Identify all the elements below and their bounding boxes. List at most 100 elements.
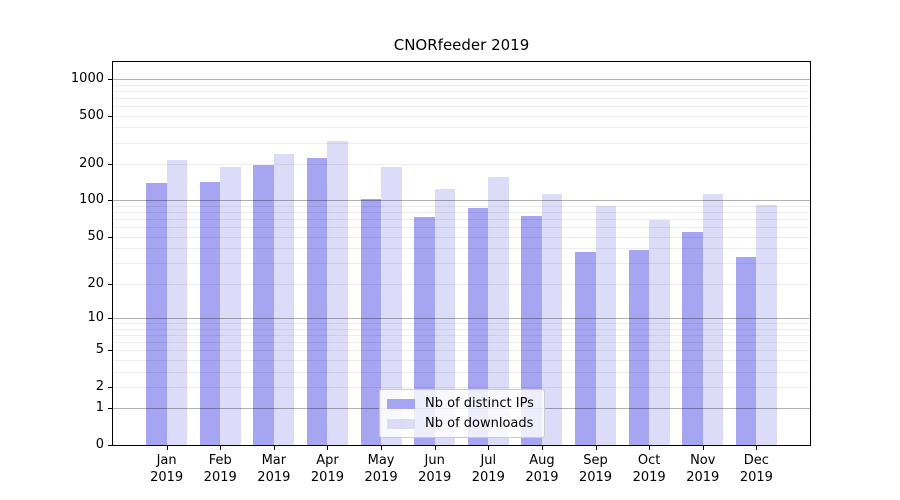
y-tick-label: 10 bbox=[87, 309, 104, 325]
gridline-major bbox=[113, 200, 810, 202]
plot-area bbox=[112, 61, 811, 446]
x-tick bbox=[541, 446, 543, 450]
bar-downloads bbox=[649, 219, 670, 445]
x-tick-label: May 2019 bbox=[364, 453, 398, 485]
y-tick-label: 500 bbox=[79, 107, 104, 123]
x-tick-label: Aug 2019 bbox=[525, 453, 559, 485]
y-tick-label: 2 bbox=[95, 378, 104, 394]
bar-distinct-ips bbox=[414, 216, 435, 445]
gridline-minor bbox=[113, 323, 810, 324]
y-tick bbox=[108, 164, 112, 165]
bar-distinct-ips bbox=[199, 182, 221, 445]
gridline-major bbox=[113, 78, 810, 80]
x-tick-label: Apr 2019 bbox=[310, 453, 344, 485]
bar-distinct-ips bbox=[521, 215, 542, 445]
gridline-minor bbox=[113, 142, 810, 144]
x-tick-label: Jun 2019 bbox=[418, 453, 452, 485]
gridline-minor bbox=[113, 371, 810, 373]
y-tick bbox=[108, 283, 112, 285]
bar-downloads bbox=[595, 205, 617, 445]
gridline-minor bbox=[113, 248, 810, 250]
x-tick bbox=[649, 446, 651, 450]
y-tick-label: 1 bbox=[95, 400, 104, 416]
gridline-minor bbox=[113, 219, 810, 221]
bar-downloads bbox=[273, 153, 295, 445]
x-tick-label: Jan 2019 bbox=[150, 453, 184, 485]
y-tick-label: 5 bbox=[95, 342, 104, 358]
gridline-minor bbox=[113, 212, 810, 214]
gridline-minor bbox=[113, 386, 810, 388]
x-tick-label: Nov 2019 bbox=[686, 453, 720, 485]
gridline-minor bbox=[113, 283, 810, 285]
legend-label-downloads: Nb of downloads bbox=[425, 416, 534, 431]
gridline-minor bbox=[113, 263, 810, 265]
y-tick bbox=[108, 445, 112, 446]
gridline-minor bbox=[113, 334, 810, 336]
x-tick bbox=[434, 446, 436, 450]
y-tick bbox=[108, 408, 112, 410]
y-tick bbox=[108, 115, 112, 117]
y-tick bbox=[108, 350, 112, 352]
x-tick-label: Mar 2019 bbox=[257, 453, 291, 485]
bar-distinct-ips bbox=[467, 208, 489, 445]
x-tick-label: Dec 2019 bbox=[739, 453, 773, 485]
x-tick bbox=[756, 446, 758, 450]
y-tick bbox=[108, 200, 112, 202]
gridline-minor bbox=[113, 328, 810, 330]
x-tick bbox=[702, 446, 704, 450]
x-tick bbox=[488, 446, 490, 450]
gridline-minor bbox=[113, 164, 810, 165]
bar-distinct-ips bbox=[735, 256, 757, 445]
y-tick bbox=[108, 386, 112, 388]
gridline-major bbox=[113, 317, 810, 319]
legend-item-downloads: Nb of downloads bbox=[387, 416, 544, 431]
gridline-minor bbox=[113, 227, 810, 229]
bar-distinct-ips bbox=[575, 252, 596, 445]
legend-swatch-downloads bbox=[387, 418, 415, 429]
gridline-minor bbox=[113, 84, 810, 86]
x-tick bbox=[327, 446, 329, 450]
y-tick-label: 50 bbox=[87, 228, 104, 244]
gridline-minor bbox=[113, 97, 810, 99]
y-tick bbox=[108, 236, 112, 238]
y-tick-label: 1000 bbox=[70, 70, 104, 86]
bar-downloads bbox=[488, 177, 509, 445]
gridline-minor bbox=[113, 105, 810, 107]
y-tick bbox=[108, 78, 112, 80]
bar-downloads bbox=[434, 188, 456, 445]
x-tick-label: Jul 2019 bbox=[471, 453, 505, 485]
x-tick bbox=[220, 446, 222, 450]
y-tick bbox=[108, 317, 112, 319]
legend-swatch-distinct-ips bbox=[387, 398, 415, 409]
gridline-minor bbox=[113, 236, 810, 238]
bar-downloads bbox=[327, 140, 348, 445]
legend: Nb of distinct IPs Nb of downloads bbox=[379, 389, 545, 438]
x-tick bbox=[595, 446, 597, 450]
gridline-minor bbox=[113, 90, 810, 92]
chart-title: CNORfeeder 2019 bbox=[393, 36, 530, 54]
bar-downloads bbox=[756, 205, 777, 445]
y-tick-label: 0 bbox=[95, 437, 104, 452]
x-tick bbox=[381, 446, 383, 450]
gridline-minor bbox=[113, 115, 810, 117]
gridline-minor bbox=[113, 205, 810, 207]
y-tick-label: 20 bbox=[87, 275, 104, 291]
y-tick-label: 100 bbox=[79, 192, 104, 208]
gridline-minor bbox=[113, 350, 810, 352]
bar-downloads bbox=[541, 194, 563, 445]
bar-downloads bbox=[220, 166, 241, 445]
bar-downloads bbox=[381, 166, 402, 445]
x-tick bbox=[166, 446, 168, 450]
x-tick-label: Oct 2019 bbox=[632, 453, 666, 485]
bar-distinct-ips bbox=[253, 165, 274, 445]
bar-downloads bbox=[166, 160, 188, 445]
gridline-minor bbox=[113, 127, 810, 129]
bar-distinct-ips bbox=[146, 182, 167, 445]
legend-item-distinct-ips: Nb of distinct IPs bbox=[387, 396, 544, 411]
gridline-minor bbox=[113, 359, 810, 361]
y-tick-label: 200 bbox=[79, 156, 104, 171]
bar-distinct-ips bbox=[628, 249, 650, 445]
x-tick-label: Feb 2019 bbox=[203, 453, 237, 485]
gridline-minor bbox=[113, 341, 810, 343]
